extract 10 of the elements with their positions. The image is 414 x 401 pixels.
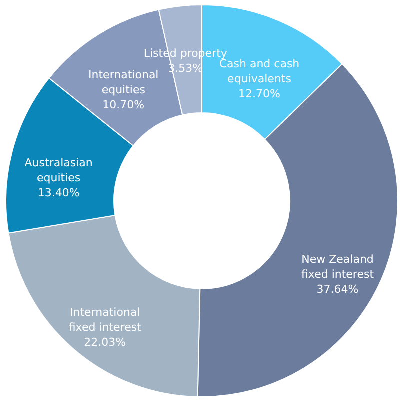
data-label: 22.03% xyxy=(84,336,126,349)
data-label: 10.70% xyxy=(102,98,145,112)
slice-label: International equities xyxy=(88,68,159,96)
slice-label: Cash and cash equivalents xyxy=(219,58,300,86)
data-label: 13.40% xyxy=(38,186,80,200)
slice-label: New Zealand fixed interest xyxy=(301,252,375,281)
slice-label: Australasian equities xyxy=(24,156,93,185)
data-label: 12.70% xyxy=(238,88,280,101)
slice-label: International fixed interest xyxy=(68,306,142,334)
data-label: 37.64% xyxy=(316,282,359,296)
